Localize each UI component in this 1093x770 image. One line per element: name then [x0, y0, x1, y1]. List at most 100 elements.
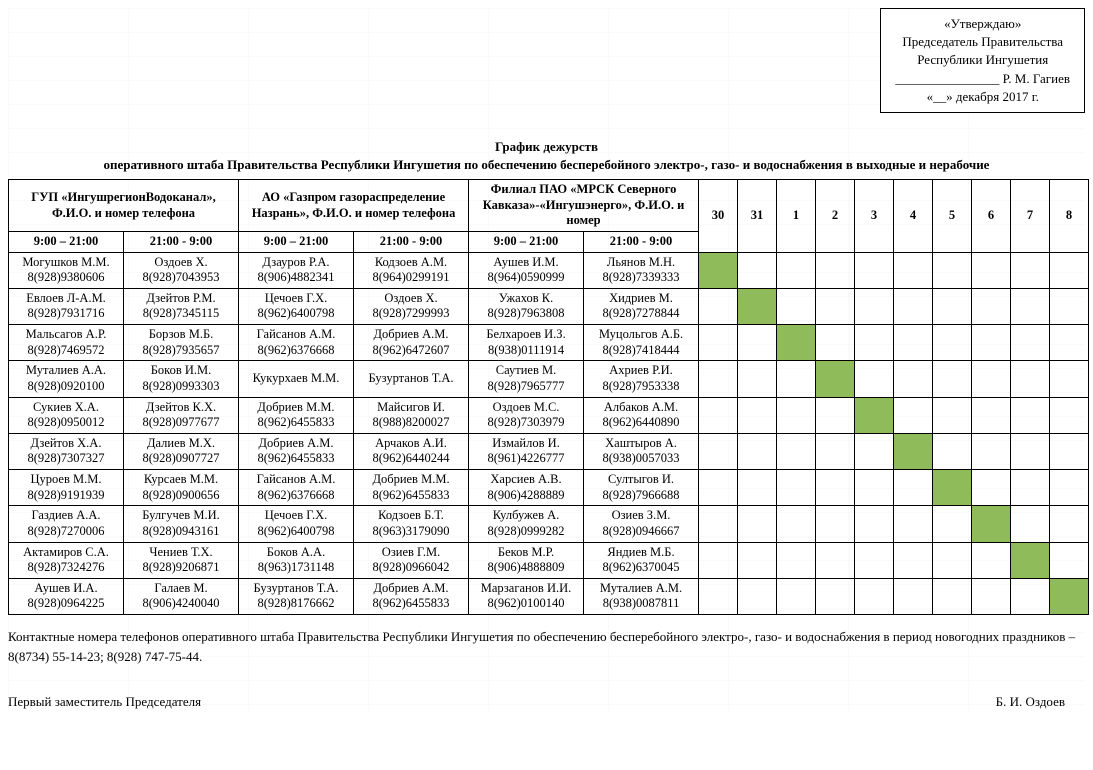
person-cell: Арчаков А.И.8(962)6440244 [354, 433, 469, 469]
day-cell [855, 325, 894, 361]
person-cell: Гайсанов А.М.8(962)6376668 [239, 325, 354, 361]
day-cell [855, 542, 894, 578]
table-row: Цуроев М.М.8(928)9191939Курсаев М.М.8(92… [9, 470, 1089, 506]
person-name: Бузуртанов Т.А. [356, 371, 466, 387]
person-name: Бузуртанов Т.А. [241, 581, 351, 597]
approval-box: «Утверждаю» Председатель Правительства Р… [880, 8, 1085, 113]
person-name: Кукурхаев М.М. [241, 371, 351, 387]
person-phone: 8(938)0111914 [471, 343, 581, 359]
day-cell [933, 470, 972, 506]
day-cell [777, 397, 816, 433]
day-cell [816, 506, 855, 542]
person-phone: 8(964)0590999 [471, 270, 581, 286]
person-name: Добриев М.М. [241, 400, 351, 416]
person-phone: 8(928)0993303 [126, 379, 236, 395]
day-cell [1050, 542, 1089, 578]
person-phone: 8(906)4240040 [126, 596, 236, 612]
day-cell [972, 433, 1011, 469]
contact-note: Контактные номера телефонов оперативного… [8, 627, 1085, 666]
person-name: Дзауров Р.А. [241, 255, 351, 271]
person-cell: Ужахов К.8(928)7963808 [469, 288, 584, 324]
person-cell: Далиев М.Х.8(928)0907727 [124, 433, 239, 469]
person-phone: 8(928)7307327 [11, 451, 121, 467]
person-phone: 8(928)7418444 [586, 343, 696, 359]
person-phone: 8(928)7966688 [586, 488, 696, 504]
person-cell: Курсаев М.М.8(928)0900656 [124, 470, 239, 506]
person-cell: Оздоев Х.8(928)7043953 [124, 252, 239, 288]
day-cell [972, 288, 1011, 324]
day-cell [1011, 397, 1050, 433]
person-phone: 8(928)0950012 [11, 415, 121, 431]
table-row: Газдиев А.А.8(928)7270006Булгучев М.И.8(… [9, 506, 1089, 542]
person-phone: 8(928)7299993 [356, 306, 466, 322]
day-cell [738, 361, 777, 397]
day-cell [738, 578, 777, 614]
person-cell: Боков И.М.8(928)0993303 [124, 361, 239, 397]
person-phone: 8(962)6370045 [586, 560, 696, 576]
person-name: Хаштыров А. [586, 436, 696, 452]
title-line2: оперативного штаба Правительства Республ… [8, 156, 1085, 174]
org-header-3: Филиал ПАО «МРСК Северного Кавказа»-«Инг… [469, 180, 699, 232]
person-cell: Добриев М.М.8(962)6455833 [239, 397, 354, 433]
day-cell [855, 506, 894, 542]
person-name: Сукиев Х.А. [11, 400, 121, 416]
person-phone: 8(938)0057033 [586, 451, 696, 467]
person-cell: Муталиев А.М.8(938)0087811 [584, 578, 699, 614]
table-row: Мальсагов А.Р.8(928)7469572Борзов М.Б.8(… [9, 325, 1089, 361]
day-cell [1011, 506, 1050, 542]
person-phone: 8(962)6440890 [586, 415, 696, 431]
day-cell [894, 361, 933, 397]
day-cell [1011, 433, 1050, 469]
person-cell: Сукиев Х.А.8(928)0950012 [9, 397, 124, 433]
day-cell [894, 506, 933, 542]
person-name: Добриев А.М. [356, 327, 466, 343]
person-cell: Могушков М.М.8(928)9380606 [9, 252, 124, 288]
day-header: 2 [816, 180, 855, 253]
day-cell [738, 542, 777, 578]
day-cell [933, 506, 972, 542]
person-cell: Борзов М.Б.8(928)7935657 [124, 325, 239, 361]
day-cell [1011, 361, 1050, 397]
person-cell: Льянов М.Н.8(928)7339333 [584, 252, 699, 288]
table-row: Сукиев Х.А.8(928)0950012Дзейтов К.Х. 8(92… [9, 397, 1089, 433]
person-name: Яндиев М.Б. [586, 545, 696, 561]
approval-line1: «Утверждаю» [895, 15, 1070, 33]
person-cell: Дзейтов Р.М.8(928)7345115 [124, 288, 239, 324]
person-name: Муталиев А.М. [586, 581, 696, 597]
day-cell [1050, 433, 1089, 469]
day-cell [738, 252, 777, 288]
person-name: Оздоев М.С. [471, 400, 581, 416]
day-cell [894, 325, 933, 361]
day-cell [699, 325, 738, 361]
person-phone: 8(962)6376668 [241, 343, 351, 359]
approval-line3: Республики Ингушетия [895, 51, 1070, 69]
person-phone: 8(962)6455833 [356, 596, 466, 612]
day-cell [816, 252, 855, 288]
person-name: Цечоев Г.Х. [241, 291, 351, 307]
day-cell [933, 361, 972, 397]
day-cell [699, 470, 738, 506]
day-cell [1050, 506, 1089, 542]
day-cell [816, 578, 855, 614]
person-name: Дзейтов К.Х. [126, 400, 236, 416]
person-name: Галаев М. [126, 581, 236, 597]
day-cell [1011, 325, 1050, 361]
person-phone: 8(928)0999282 [471, 524, 581, 540]
person-cell: Кулбужев А.8(928)0999282 [469, 506, 584, 542]
day-cell [855, 361, 894, 397]
person-name: Далиев М.Х. [126, 436, 236, 452]
person-name: Мальсагов А.Р. [11, 327, 121, 343]
day-cell [816, 470, 855, 506]
person-name: Цуроев М.М. [11, 472, 121, 488]
person-cell: Дзауров Р.А.8(906)4882341 [239, 252, 354, 288]
day-cell [738, 433, 777, 469]
person-phone: 8(928)0966042 [356, 560, 466, 576]
time-header: 9:00 – 21:00 [9, 231, 124, 252]
day-cell [933, 325, 972, 361]
day-cell [933, 578, 972, 614]
day-cell [738, 506, 777, 542]
person-phone: 8(928)9191939 [11, 488, 121, 504]
person-cell: Майсигов И.8(988)8200027 [354, 397, 469, 433]
day-cell [1050, 325, 1089, 361]
signature-right: Б. И. Оздоев [996, 694, 1065, 710]
